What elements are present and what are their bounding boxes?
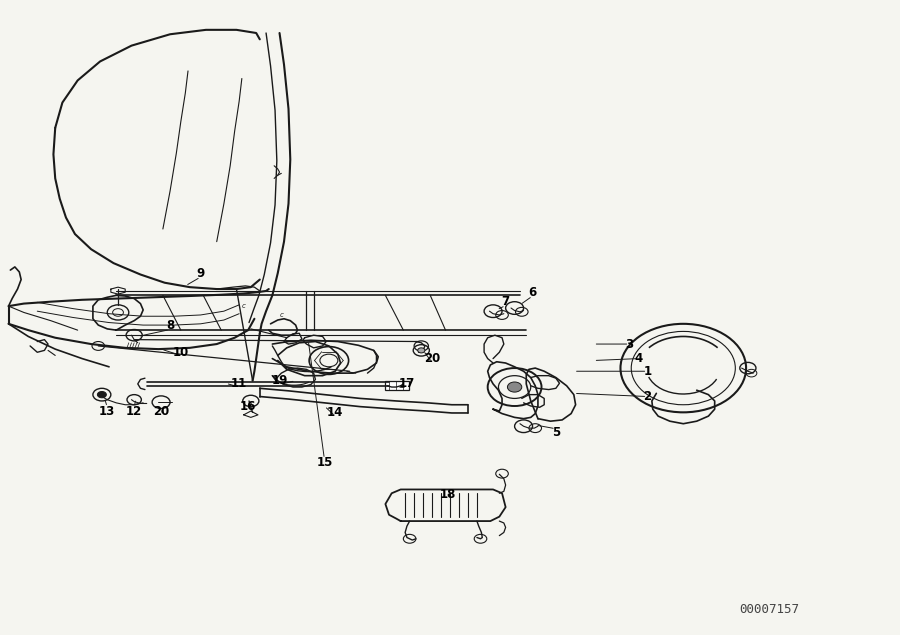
Text: 9: 9	[196, 267, 204, 280]
Text: 20: 20	[153, 404, 169, 418]
Text: 6: 6	[528, 286, 536, 298]
Circle shape	[418, 348, 425, 353]
Text: 8: 8	[166, 319, 175, 332]
Text: 11: 11	[231, 377, 248, 390]
Text: 15: 15	[316, 457, 333, 469]
Text: 19: 19	[271, 374, 288, 387]
Text: c: c	[280, 312, 284, 319]
Circle shape	[508, 382, 522, 392]
Text: 18: 18	[440, 488, 456, 501]
Circle shape	[97, 391, 106, 398]
Text: 00007157: 00007157	[740, 603, 799, 616]
Text: 14: 14	[327, 406, 343, 419]
Text: 4: 4	[634, 352, 643, 365]
Text: 2: 2	[644, 390, 652, 403]
Text: 10: 10	[173, 346, 189, 359]
Text: c: c	[242, 303, 246, 309]
Text: 3: 3	[626, 338, 634, 351]
Text: 1: 1	[644, 364, 652, 378]
Text: 20: 20	[424, 352, 440, 365]
Text: 17: 17	[399, 377, 415, 391]
Text: 13: 13	[99, 404, 115, 418]
Text: 12: 12	[126, 404, 142, 418]
Text: 7: 7	[501, 295, 509, 308]
Text: 16: 16	[240, 399, 256, 413]
FancyBboxPatch shape	[385, 382, 409, 390]
Text: 5: 5	[552, 426, 560, 439]
